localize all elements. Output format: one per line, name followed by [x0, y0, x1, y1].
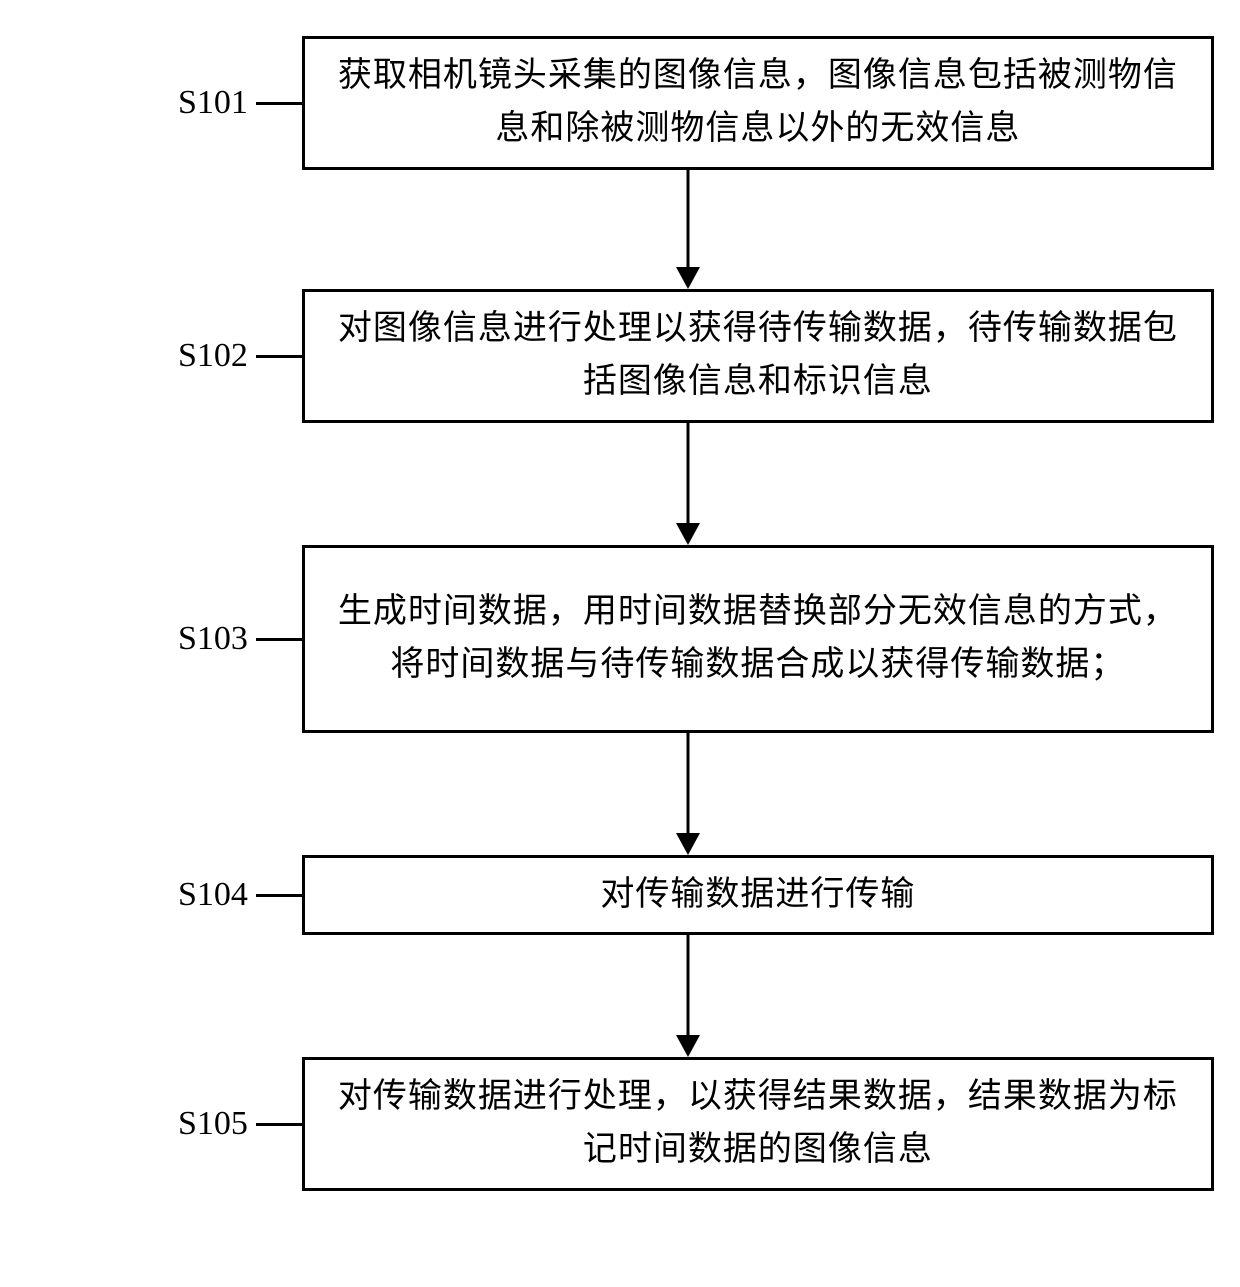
flow-step-s105: S105 对传输数据进行处理，以获得结果数据，结果数据为标记时间数据的图像信息: [178, 1057, 1214, 1191]
step-box: 生成时间数据，用时间数据替换部分无效信息的方式，将时间数据与待传输数据合成以获得…: [302, 545, 1214, 733]
flow-step-s103: S103 生成时间数据，用时间数据替换部分无效信息的方式，将时间数据与待传输数据合…: [178, 545, 1214, 733]
step-label: S105: [178, 1105, 248, 1143]
step-label: S104: [178, 876, 248, 914]
flow-step-s101: S101 获取相机镜头采集的图像信息，图像信息包括被测物信息和除被测物信息以外的无…: [178, 36, 1214, 170]
step-label: S101: [178, 84, 248, 122]
step-box: 获取相机镜头采集的图像信息，图像信息包括被测物信息和除被测物信息以外的无效信息: [302, 36, 1214, 170]
flowchart-canvas: S101 获取相机镜头采集的图像信息，图像信息包括被测物信息和除被测物信息以外的无…: [0, 0, 1240, 1287]
label-connector: [256, 638, 302, 641]
step-box: 对图像信息进行处理以获得待传输数据，待传输数据包括图像信息和标识信息: [302, 289, 1214, 423]
label-connector: [256, 102, 302, 105]
flow-step-s104: S104 对传输数据进行传输: [178, 855, 1214, 935]
label-connector: [256, 894, 302, 897]
label-connector: [256, 355, 302, 358]
step-box: 对传输数据进行处理，以获得结果数据，结果数据为标记时间数据的图像信息: [302, 1057, 1214, 1191]
step-label: S102: [178, 337, 248, 375]
step-label: S103: [178, 620, 248, 658]
label-connector: [256, 1123, 302, 1126]
flow-step-s102: S102 对图像信息进行处理以获得待传输数据，待传输数据包括图像信息和标识信息: [178, 289, 1214, 423]
step-box: 对传输数据进行传输: [302, 855, 1214, 935]
